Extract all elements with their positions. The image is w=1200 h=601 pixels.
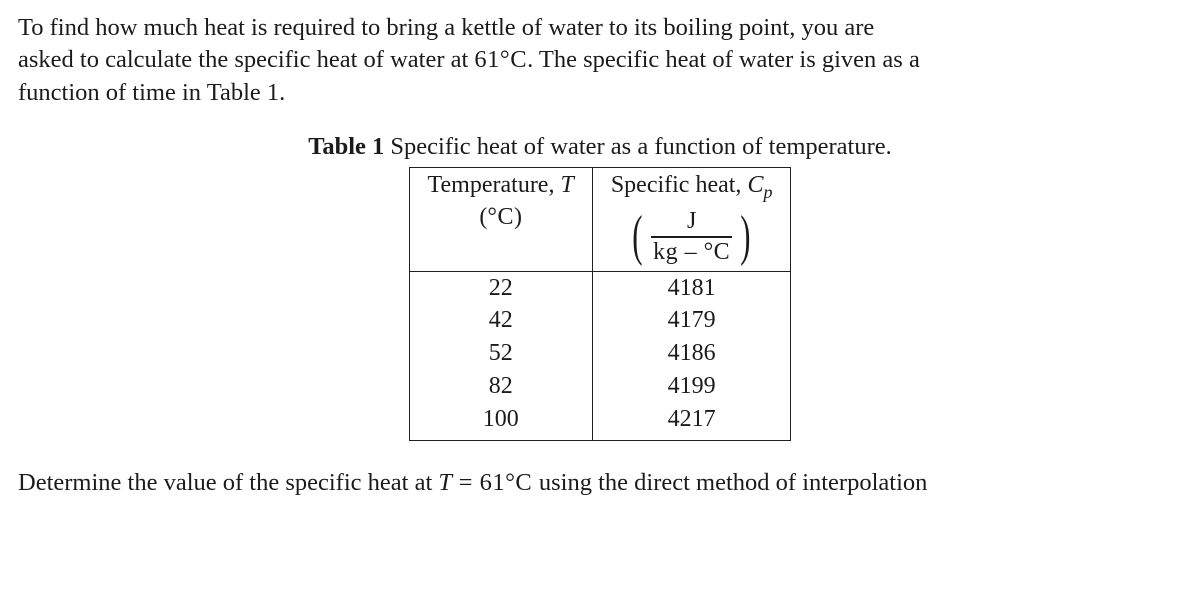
q-eq: = 61°C [452,469,539,496]
cell-t: 82 [409,370,592,403]
hdr-cp-unit-top: J [675,209,708,236]
col-header-temperature: Temperature, T (°C) [409,168,592,271]
q-part-a: Determine the value of the specific heat… [18,469,438,496]
cell-cp: 4199 [592,370,791,403]
table-row: 82 4199 [409,370,791,403]
intro-line1: To find how much heat is required to bri… [18,14,874,41]
cell-t: 22 [409,271,592,304]
table-row: 52 4186 [409,337,791,370]
cell-t: 100 [409,403,592,441]
intro-line3: function of time in Table 1. [18,79,285,106]
intro-line2b: . The specific heat of water is given as… [527,46,920,73]
hdr-cp-label: Specific heat, [611,172,748,198]
paren-left-icon: ( [633,213,643,261]
table-row: 42 4179 [409,304,791,337]
hdr-cp-unit: ( J kg – °C ) [628,209,754,265]
problem-statement: To find how much heat is required to bri… [18,12,1182,109]
q-part-b: using the direct method of interpolation [539,469,928,496]
hdr-cp-symbol: C [747,172,763,198]
paren-right-icon: ) [740,213,750,261]
hdr-temp-symbol: T [560,172,573,198]
question-text: Determine the value of the specific heat… [18,467,1182,499]
table-row: 22 4181 [409,271,791,304]
hdr-cp-sub: p [763,182,772,202]
col-header-cp: Specific heat, Cp ( J kg – °C ) [592,168,791,271]
specific-heat-table: Temperature, T (°C) Specific heat, Cp ( [409,167,792,441]
intro-temp: 61°C [474,46,527,73]
cell-t: 52 [409,337,592,370]
intro-line2a: asked to calculate the specific heat of … [18,46,474,73]
table-caption-text: Specific heat of water as a function of … [384,133,891,160]
hdr-temp-unit: °C [487,204,514,230]
hdr-cp-unit-bot: kg – °C [651,238,732,265]
cell-t: 42 [409,304,592,337]
q-T-symbol: T [438,469,452,496]
table-row: 100 4217 [409,403,791,441]
table-caption-label: Table 1 [308,133,384,160]
hdr-temp-unit-close: ) [514,204,522,230]
hdr-temp-label: Temperature, [428,172,561,198]
table-caption: Table 1 Specific heat of water as a func… [18,131,1182,163]
cell-cp: 4181 [592,271,791,304]
cell-cp: 4217 [592,403,791,441]
cell-cp: 4186 [592,337,791,370]
cell-cp: 4179 [592,304,791,337]
